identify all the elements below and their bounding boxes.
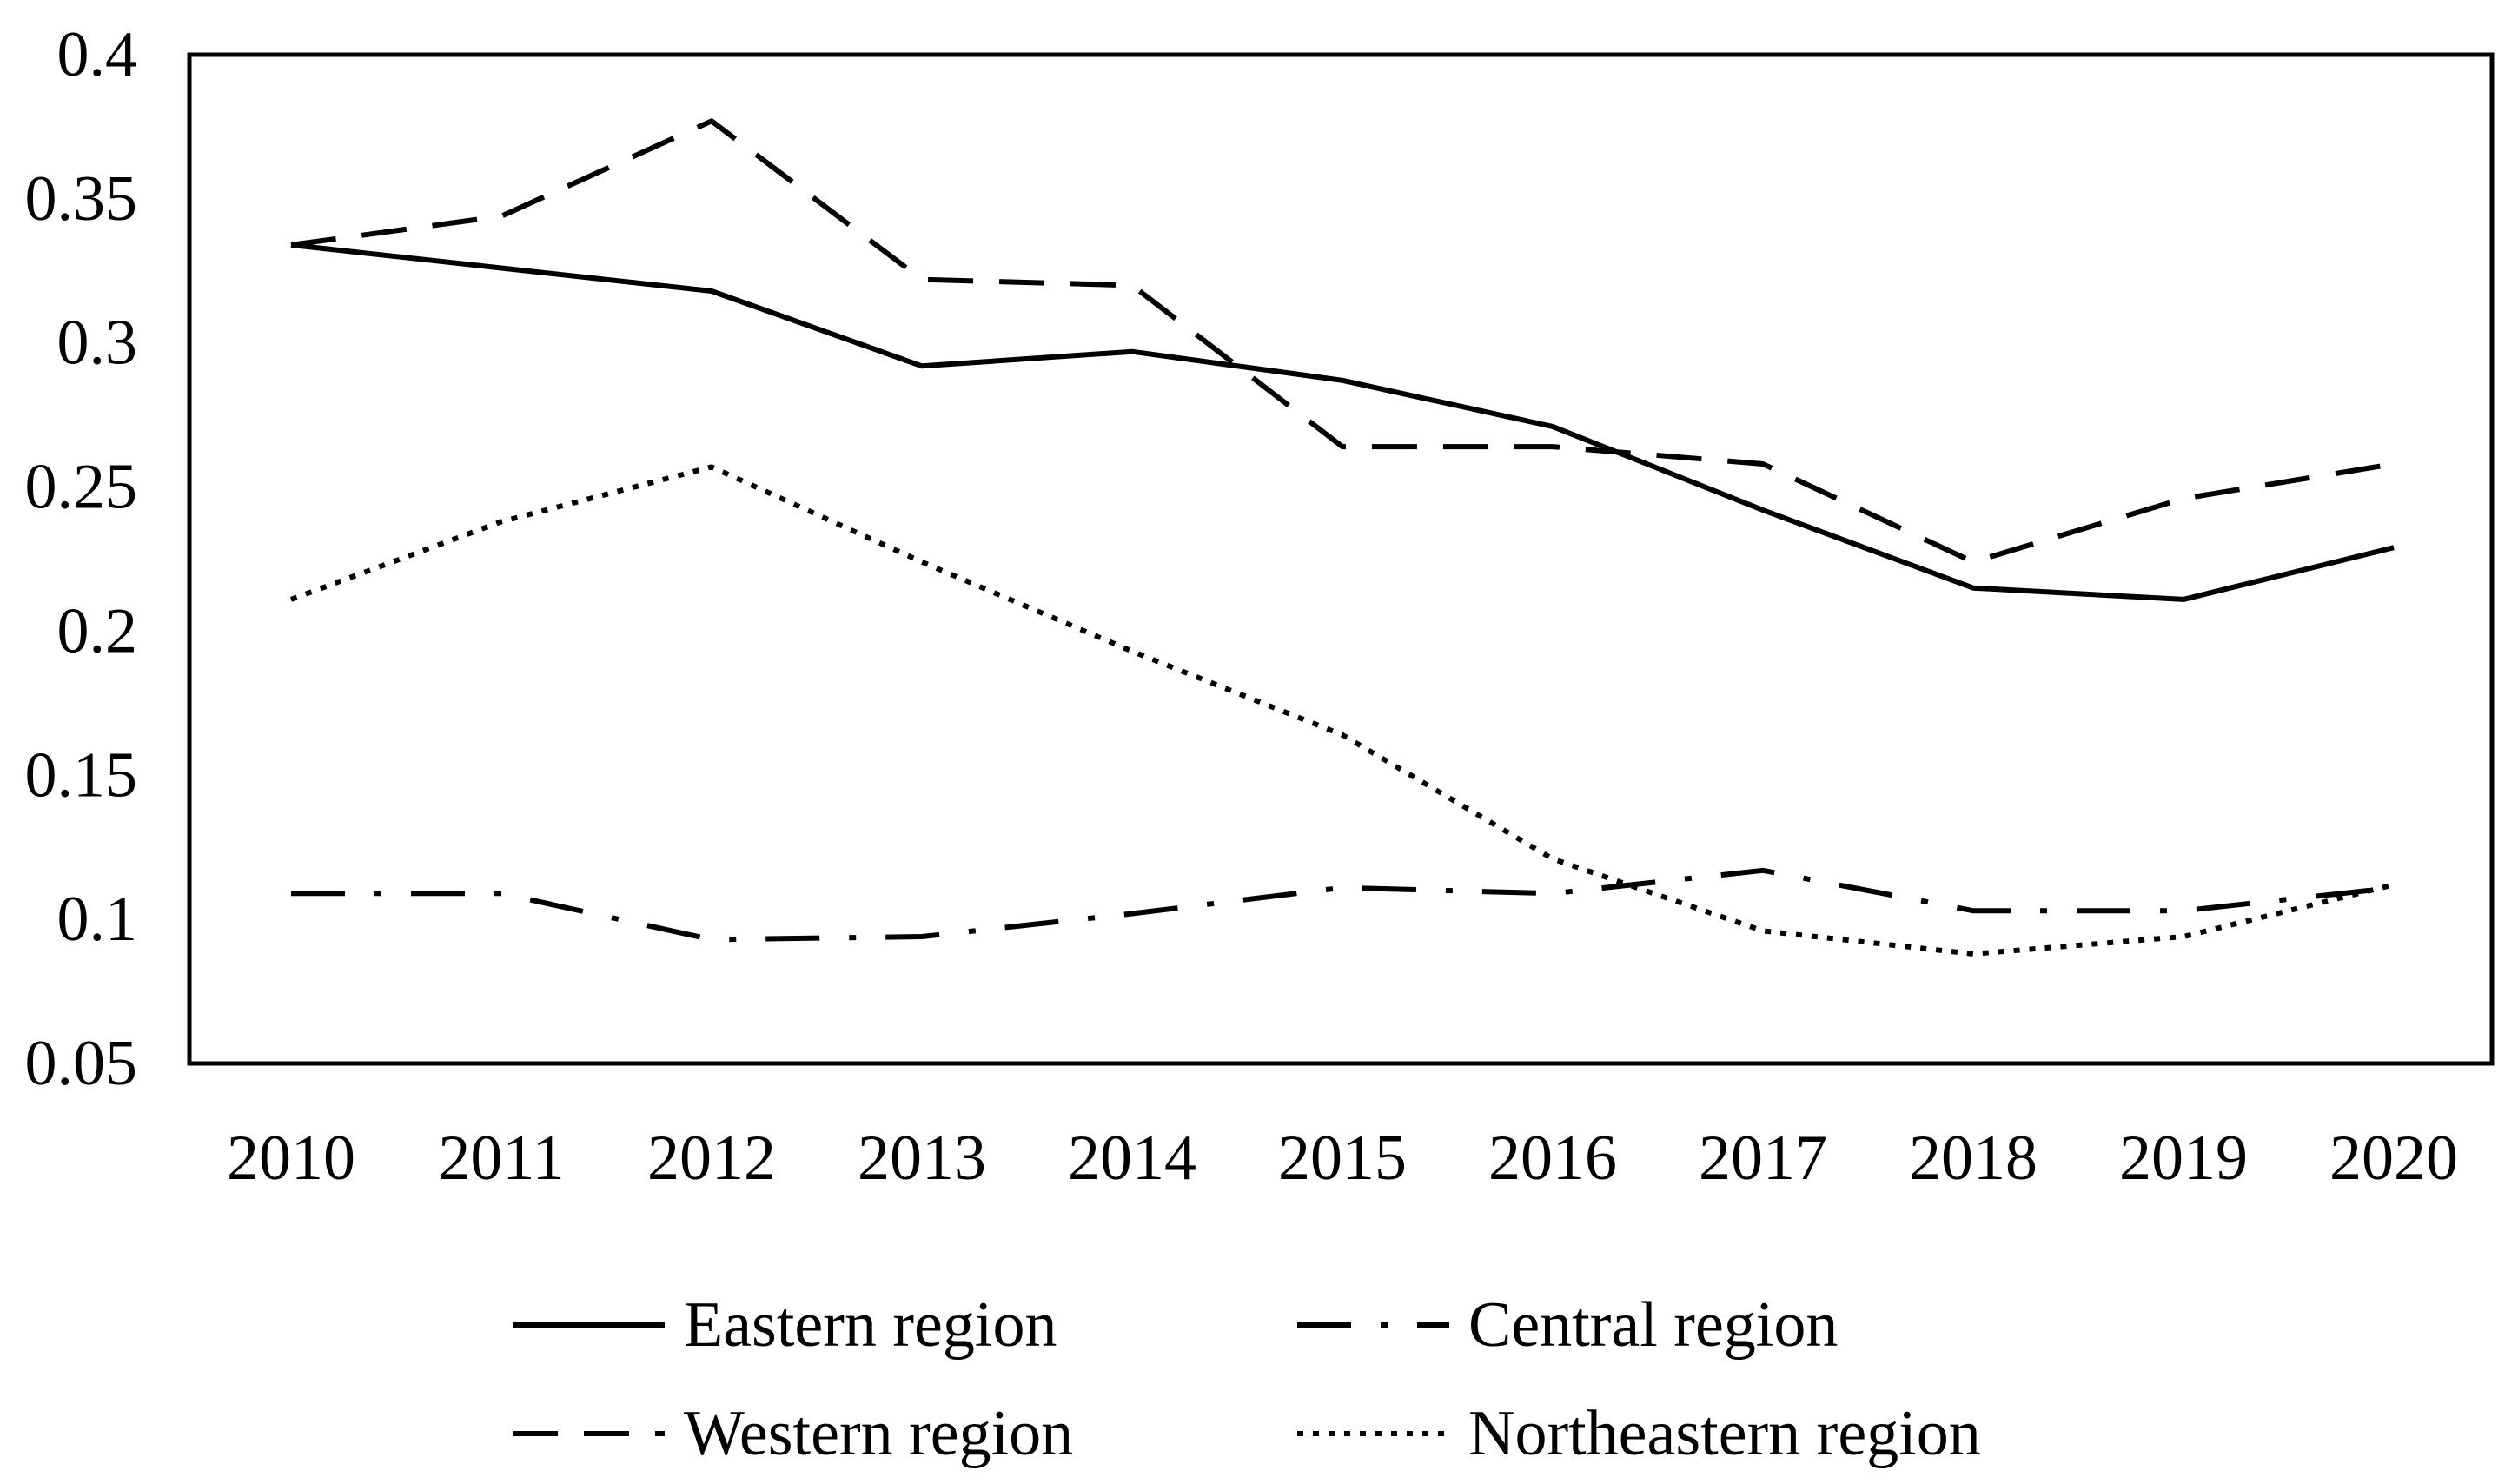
x-tick-label: 2016 [1488, 1123, 1617, 1194]
series-line-eastern-region [290, 242, 2395, 602]
plot-area-border [187, 52, 2495, 1066]
x-tick-label: 2013 [858, 1123, 986, 1194]
legend-label-central-region: Central region [1468, 1289, 1838, 1361]
y-tick-label: 0.4 [57, 19, 138, 90]
legend-label-western-region: Western region [684, 1398, 1073, 1469]
x-tick-label: 2019 [2119, 1123, 2248, 1194]
y-tick-label: 0.35 [25, 163, 138, 235]
x-tick-label: 2020 [2329, 1123, 2458, 1194]
x-tick-label: 2010 [227, 1123, 355, 1194]
y-tick-label: 0.1 [57, 884, 138, 955]
x-tick-label: 2014 [1068, 1123, 1196, 1194]
y-axis-tick-labels: 0.05 0.1 0.15 0.2 0.25 0.3 0.35 0.4 [25, 19, 138, 1099]
y-tick-label: 0.3 [57, 308, 138, 379]
y-tick-label: 0.15 [25, 739, 138, 811]
series-line-western-region [290, 118, 2395, 565]
series-line-central-region [291, 867, 2395, 943]
y-tick-label: 0.2 [57, 595, 138, 666]
series-lines [289, 118, 2395, 957]
x-tick-label: 2017 [1699, 1123, 1827, 1194]
legend-label-northeastern-region: Northeastern region [1468, 1398, 1981, 1469]
x-tick-label: 2018 [1909, 1123, 2038, 1194]
y-tick-label: 0.25 [25, 452, 138, 523]
y-tick-label: 0.05 [25, 1028, 138, 1099]
x-tick-label: 2012 [647, 1123, 776, 1194]
series-line-northeastern-region [289, 464, 2395, 957]
x-tick-label: 2015 [1278, 1123, 1407, 1194]
x-tick-label: 2011 [438, 1123, 564, 1194]
legend: Eastern region Central region Western regi… [513, 1289, 1981, 1469]
legend-label-eastern-region: Eastern region [684, 1289, 1057, 1361]
x-axis-tick-labels: 2010 2011 2012 2013 2014 2015 2016 2017 2018 2019… [227, 1123, 2458, 1194]
